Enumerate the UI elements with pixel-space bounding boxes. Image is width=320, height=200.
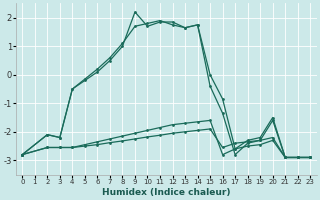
X-axis label: Humidex (Indice chaleur): Humidex (Indice chaleur) bbox=[102, 188, 230, 197]
